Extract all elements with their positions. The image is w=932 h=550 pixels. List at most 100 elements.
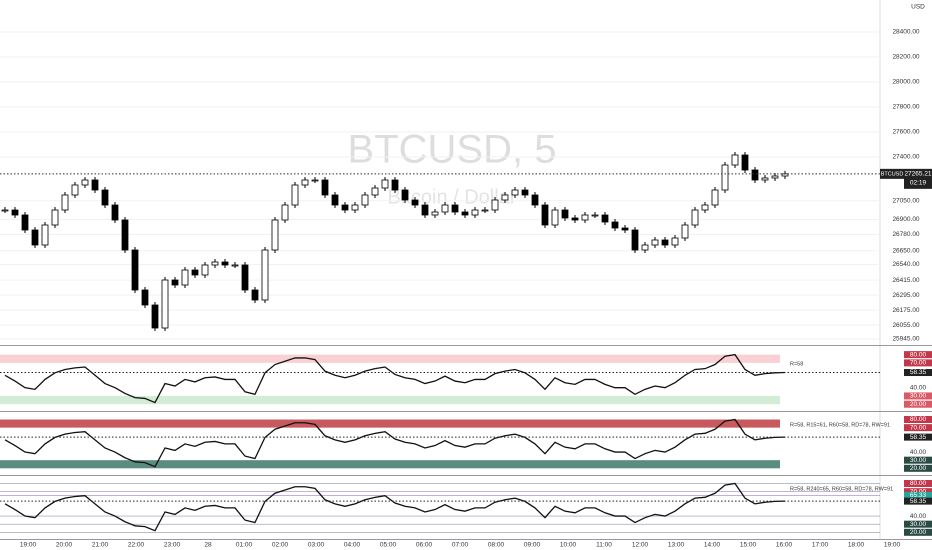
- candle: [561, 209, 569, 219]
- time-label: 04:00: [344, 542, 361, 549]
- candle: [111, 204, 119, 221]
- price-tick-label: 26540.00: [892, 261, 919, 268]
- candle: [771, 175, 779, 179]
- candle: [671, 237, 679, 246]
- price-tick-label: 26650.00: [892, 247, 919, 254]
- pane-tick-label: 70.00: [910, 488, 927, 495]
- candle: [761, 177, 769, 181]
- candle: [271, 219, 279, 251]
- level-box: [904, 480, 932, 488]
- candle: [571, 217, 579, 221]
- level-box: [904, 416, 932, 424]
- time-label: 19:00: [884, 542, 901, 549]
- candle: [171, 279, 179, 286]
- watermark-name: Bitcoin / Dollar: [388, 186, 517, 208]
- price-tick-label: 26295.00: [892, 292, 919, 299]
- time-label: 21:00: [92, 542, 109, 549]
- price-tick-label: 27800.00: [892, 104, 919, 111]
- level-box: [904, 464, 932, 472]
- pane-tick-label: 30.00: [910, 393, 927, 400]
- price-tick-label: 27400.00: [892, 154, 919, 161]
- candle: [701, 204, 709, 211]
- candle: [471, 209, 479, 216]
- candle: [721, 164, 729, 191]
- time-label: 19:00: [20, 542, 37, 549]
- candle: [351, 204, 359, 211]
- candle: [411, 199, 419, 206]
- candle: [121, 219, 129, 251]
- time-label: 09:00: [524, 542, 541, 549]
- price-tick-label: 26900.00: [892, 216, 919, 223]
- pane-tick-label: 20.00: [910, 465, 927, 472]
- pane-tick-label: 40.00: [910, 384, 927, 391]
- candle: [361, 194, 369, 206]
- candle: [421, 204, 429, 216]
- candle: [141, 289, 149, 306]
- candle: [31, 229, 39, 246]
- candle: [61, 194, 69, 211]
- level-box: [904, 528, 932, 536]
- rsi-last-box: [904, 369, 932, 377]
- candle: [151, 304, 159, 329]
- pane-tick-label: 30.00: [910, 521, 927, 528]
- candle: [621, 227, 629, 231]
- candle: [281, 204, 289, 221]
- price-tick-label: 26055.00: [892, 322, 919, 329]
- time-label: 01:00: [236, 542, 253, 549]
- time-label: 18:00: [848, 542, 865, 549]
- time-label: 28: [204, 542, 212, 549]
- candle: [91, 179, 99, 191]
- candle: [11, 209, 19, 216]
- candle: [251, 289, 259, 301]
- pane-tick-label: 40.00: [910, 449, 927, 456]
- candle: [581, 214, 589, 221]
- level-box: [904, 400, 932, 408]
- ticker-label: BTCUSD: [881, 171, 904, 177]
- time-label: 20:00: [56, 542, 73, 549]
- candle: [601, 214, 609, 223]
- candle: [401, 189, 409, 201]
- time-label: 16:00: [776, 542, 793, 549]
- watermark-symbol: BTCUSD, 5: [348, 128, 557, 172]
- rsi-line: [4, 482, 786, 532]
- candle: [71, 184, 79, 196]
- price-tick-label: 27050.00: [892, 197, 919, 204]
- candle: [741, 154, 749, 171]
- candle: [131, 249, 139, 291]
- rsi-line: [4, 353, 786, 404]
- candle: [691, 209, 699, 226]
- time-label: 08:00: [488, 542, 505, 549]
- price-tick-label: 28400.00: [892, 29, 919, 36]
- candle: [231, 264, 239, 267]
- rsi-last-label: 58.35: [910, 498, 927, 505]
- candle: [521, 189, 529, 196]
- candle: [681, 224, 689, 239]
- candle: [551, 209, 559, 226]
- time-label: 23:00: [164, 542, 181, 549]
- candle: [1, 209, 9, 212]
- time-label: 22:00: [128, 542, 145, 549]
- overbought-band: [0, 354, 780, 363]
- candle: [21, 214, 29, 231]
- price-box: [904, 168, 932, 189]
- candle: [631, 229, 639, 251]
- rsi-last-label: 58.35: [910, 434, 927, 441]
- price-tick-label: 26175.00: [892, 307, 919, 314]
- candle: [481, 209, 489, 212]
- candle: [661, 239, 669, 246]
- price-tick-label: 25945.00: [892, 336, 919, 343]
- pane-tick-label: 70.00: [910, 424, 927, 431]
- candle: [441, 204, 449, 213]
- level-box: [904, 456, 932, 464]
- level-box: [904, 392, 932, 400]
- pane-tick-label: 40.00: [910, 513, 927, 520]
- time-label: 17:00: [812, 542, 829, 549]
- time-label: 05:00: [380, 542, 397, 549]
- time-label: 03:00: [308, 542, 325, 549]
- candle: [511, 189, 519, 196]
- candle: [41, 224, 49, 246]
- candle: [331, 194, 339, 206]
- candle: [181, 269, 189, 286]
- candle: [381, 179, 389, 189]
